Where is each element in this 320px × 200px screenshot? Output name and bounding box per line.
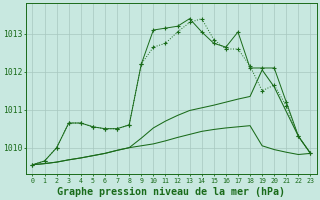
X-axis label: Graphe pression niveau de la mer (hPa): Graphe pression niveau de la mer (hPa) [58,186,285,197]
